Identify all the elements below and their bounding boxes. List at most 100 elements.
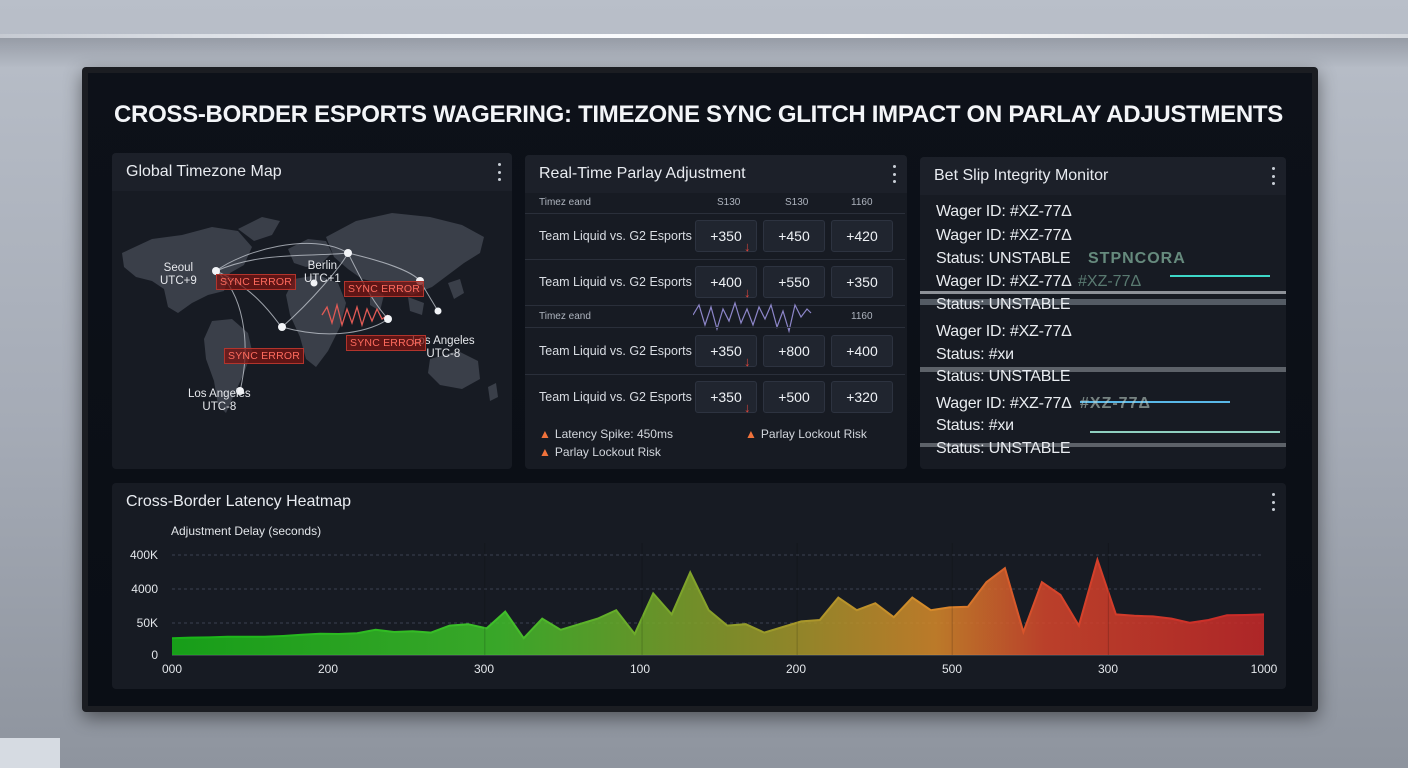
sync-error-badge: SYNC ERROR [346,335,427,351]
column-header: S130 [717,197,741,208]
odds-cell[interactable]: +400 [831,335,893,367]
y-tick-label: 0 [151,648,158,662]
more-options-icon[interactable] [891,165,897,183]
glitch-scanline [920,367,1286,372]
x-tick-label: 300 [1098,662,1118,676]
glitch-scanline [1080,401,1230,403]
odds-cell[interactable]: +320 [831,381,893,413]
more-options-icon[interactable] [1270,493,1276,511]
row-divider [525,374,905,375]
city-label-seoul: Seoul UTC+9 [160,262,197,287]
wager-id-line: Wager ID: #XZ-77Δ [936,227,1072,244]
x-tick-label: 200 [318,662,338,676]
odds-down-arrow-icon: ↓ [744,400,751,415]
row-divider [525,213,905,214]
x-tick-labels: 000 200 300 100 200 500 300 1000 [162,662,1278,676]
city-nodes [212,249,442,395]
sync-glitch-wave [321,302,389,328]
panel-title: Real-Time Parlay Adjustment [539,165,746,182]
monitor: CROSS-BORDER ESPORTS WAGERING: TIMEZONE … [82,67,1318,712]
status-line: Status: #хи [936,346,1014,363]
city-label-los-angeles-east: Los Angeles UTC-8 [412,335,475,360]
status-line: Status: #хи [936,417,1014,434]
column-header: 1160 [851,311,873,322]
glitch-text: STPNCORA [1088,250,1186,267]
x-tick-label: 100 [630,662,650,676]
world-map [122,213,498,413]
odds-cell[interactable]: +420 [831,220,893,252]
status-line: Status: UNSTABLE [936,296,1071,313]
heat-band-divider [951,543,953,655]
odds-cell[interactable]: +350 [695,381,757,413]
city-label-los-angeles-west: Los Angeles UTC-8 [188,388,251,413]
y-tick-label: 400K [130,548,158,562]
integrity-monitor-panel: Bet Slip Integrity Monitor Wager ID: #XZ… [920,157,1286,469]
column-header: Timez eand [539,311,591,322]
glitch-scanline [920,299,1286,305]
odds-cell[interactable]: +800 [763,335,825,367]
warning-triangle-icon: ▲ [745,427,757,441]
latency-area-chart: Adjustment Delay (seconds) 050K4000400K … [130,524,1278,676]
lockout-risk-warning: ▲ Parlay Lockout Risk [539,445,661,459]
more-options-icon[interactable] [496,163,502,181]
y-axis-label: Adjustment Delay (seconds) [171,524,321,538]
dashboard-screen: CROSS-BORDER ESPORTS WAGERING: TIMEZONE … [88,73,1312,706]
odds-cell[interactable]: +450 [763,220,825,252]
odds-cell[interactable]: +400 [695,266,757,298]
wall-light-strip [0,34,1408,38]
odds-cell[interactable]: +550 [763,266,825,298]
sync-error-badge: SYNC ERROR [224,348,305,364]
more-options-icon[interactable] [1270,167,1276,185]
heat-bands [484,543,1109,655]
x-tick-label: 000 [162,662,182,676]
latency-heatmap-panel: Cross-Border Latency Heatmap Adjustment … [112,483,1286,689]
wager-id-line: Wager ID: #XZ-77Δ [936,395,1072,412]
dashboard-title: CROSS-BORDER ESPORTS WAGERING: TIMEZONE … [114,101,1283,128]
sync-error-badge: SYNC ERROR [344,281,425,297]
x-tick-label: 500 [942,662,962,676]
timezone-map-panel: Global Timezone Map [112,153,512,469]
row-divider [525,327,905,328]
x-tick-label: 1000 [1251,662,1278,676]
row-divider [525,305,905,306]
wager-id-line: Wager ID: #XZ-77Δ [936,323,1072,340]
odds-cell[interactable]: +500 [763,381,825,413]
glitch-text: #XZ-77Δ [1078,273,1142,290]
column-header: Timez eand [539,197,591,208]
x-tick-label: 200 [786,662,806,676]
glitch-scanline [920,291,1286,294]
city-label-berlin: Berlin UTC+1 [304,260,341,285]
latency-spike-warning: ▲ Latency Spike: 450ms [539,427,673,441]
panel-header: Bet Slip Integrity Monitor [920,157,1286,195]
y-tick-labels: 0 50K 4000 400K [130,548,158,662]
panel-title: Global Timezone Map [126,163,282,180]
lockout-risk-warning: ▲ Parlay Lockout Risk [745,427,867,441]
heat-band-divider [1107,543,1109,655]
heat-band-divider [641,543,643,655]
match-label: Team Liquid vs. G2 Esports [539,229,692,243]
panel-title: Bet Slip Integrity Monitor [934,167,1109,184]
heat-band-divider [796,543,798,655]
odds-cell[interactable]: +350 [831,266,893,298]
heat-band-divider [484,543,486,655]
odds-down-arrow-icon: ↓ [744,239,751,254]
continents [122,213,498,413]
odds-down-arrow-icon: ↓ [744,354,751,369]
odds-cell[interactable]: +350 [695,220,757,252]
match-label: Team Liquid vs. G2 Esports [539,275,692,289]
panel-title: Cross-Border Latency Heatmap [126,493,351,510]
glitch-text: #XZ-77Δ [1080,395,1151,412]
y-tick-label: 50K [137,616,158,630]
latency-line [171,556,1265,640]
parlay-adjustment-panel: Real-Time Parlay Adjustment Timez eand S… [525,155,907,469]
x-tick-label: 300 [474,662,494,676]
panel-header: Real-Time Parlay Adjustment [525,155,907,193]
status-line: Status: UNSTABLE [936,368,1071,385]
warning-triangle-icon: ▲ [539,427,551,441]
sync-error-badge: SYNC ERROR [216,274,297,290]
glitch-scanline [1090,431,1280,433]
wager-id-line: Wager ID: #XZ-77Δ [936,203,1072,220]
panel-header: Global Timezone Map [112,153,512,191]
status-line: Status: UNSTABLE [936,440,1071,457]
odds-cell[interactable]: +350 [695,335,757,367]
